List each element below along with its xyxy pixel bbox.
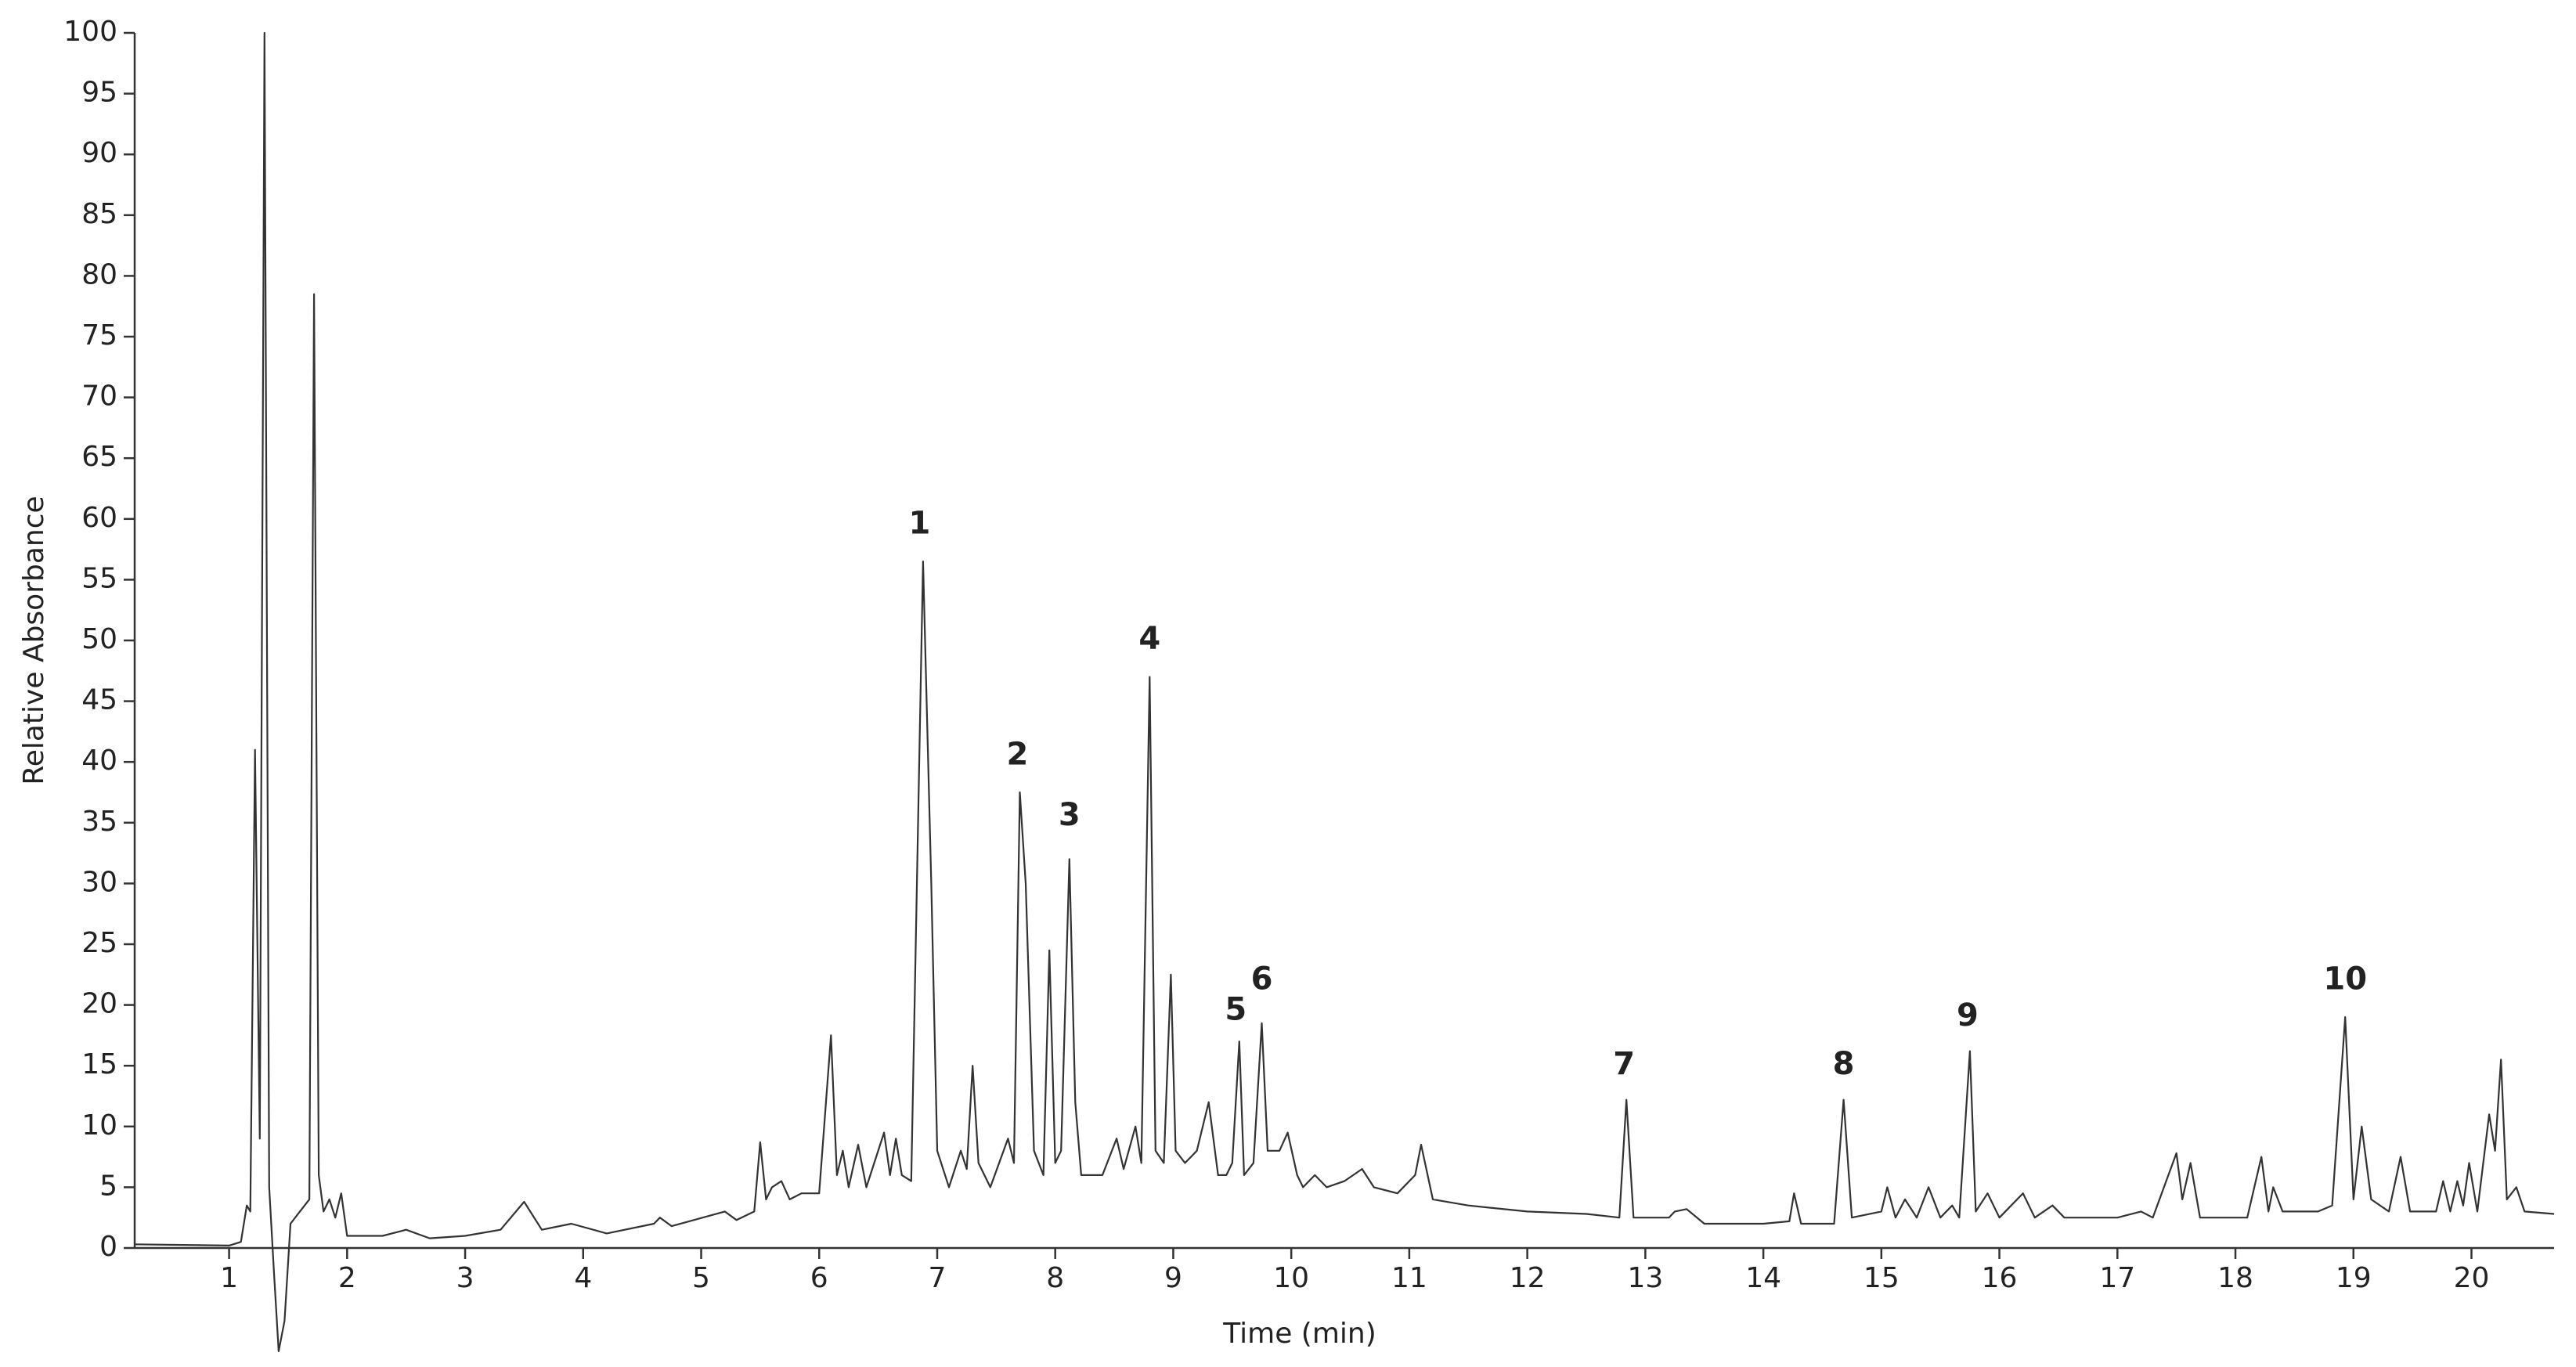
y-tick-label: 0 xyxy=(99,1231,117,1263)
x-tick-label: 15 xyxy=(1863,1262,1900,1294)
y-tick-label: 80 xyxy=(81,258,117,290)
x-tick-label: 6 xyxy=(810,1262,828,1294)
y-tick-label: 45 xyxy=(81,684,117,716)
trace xyxy=(134,31,2555,1352)
x-tick-label: 18 xyxy=(2217,1262,2253,1294)
x-tick-label: 8 xyxy=(1046,1262,1064,1294)
peak-label: 3 xyxy=(1059,797,1081,833)
x-axis-label: Time (min) xyxy=(1222,1318,1376,1350)
y-tick-label: 40 xyxy=(81,745,117,777)
y-tick-label: 90 xyxy=(81,137,117,169)
y-tick-label: 10 xyxy=(81,1109,117,1142)
x-tick-label: 16 xyxy=(1982,1262,2018,1294)
y-tick-label: 75 xyxy=(81,319,117,352)
peak-label: 8 xyxy=(1833,1046,1855,1082)
x-tick-label: 4 xyxy=(574,1262,592,1294)
y-tick-label: 55 xyxy=(81,562,117,594)
peak-label: 6 xyxy=(1251,961,1273,997)
peak-label: 5 xyxy=(1225,991,1247,1027)
x-tick-label: 11 xyxy=(1391,1262,1427,1294)
y-tick-label: 85 xyxy=(81,198,117,230)
peak-label: 4 xyxy=(1138,621,1160,657)
y-tick-label: 100 xyxy=(63,16,117,48)
y-tick-label: 60 xyxy=(81,502,117,534)
x-tick-label: 20 xyxy=(2454,1262,2490,1294)
peak-label: 2 xyxy=(1007,736,1029,772)
x-tick-label: 1 xyxy=(220,1262,238,1294)
x-tick-label: 10 xyxy=(1273,1262,1309,1294)
y-tick-label: 20 xyxy=(81,988,117,1020)
y-tick-label: 50 xyxy=(81,623,117,655)
y-tick-label: 95 xyxy=(81,77,117,109)
peak-label: 9 xyxy=(1957,997,1979,1033)
x-tick-label: 9 xyxy=(1164,1262,1182,1294)
y-tick-label: 65 xyxy=(81,441,117,473)
x-tick-label: 19 xyxy=(2336,1262,2372,1294)
peak-label: 7 xyxy=(1613,1046,1635,1082)
y-axis-label: Relative Absorbance xyxy=(18,496,50,784)
y-tick-label: 15 xyxy=(81,1048,117,1080)
x-tick-label: 12 xyxy=(1510,1262,1546,1294)
y-tick-label: 25 xyxy=(81,927,117,959)
y-tick-label: 70 xyxy=(81,381,117,413)
x-tick-label: 7 xyxy=(929,1262,947,1294)
peak-label: 10 xyxy=(2323,961,2367,997)
peak-label: 1 xyxy=(908,506,930,542)
y-tick-label: 5 xyxy=(99,1170,117,1202)
x-tick-label: 13 xyxy=(1627,1262,1663,1294)
x-tick-label: 3 xyxy=(456,1262,474,1294)
x-tick-label: 14 xyxy=(1745,1262,1781,1294)
y-tick-label: 35 xyxy=(81,806,117,838)
x-tick-label: 2 xyxy=(338,1262,356,1294)
x-tick-label: 5 xyxy=(692,1262,710,1294)
x-tick-label: 17 xyxy=(2099,1262,2135,1294)
y-tick-label: 30 xyxy=(81,866,117,898)
